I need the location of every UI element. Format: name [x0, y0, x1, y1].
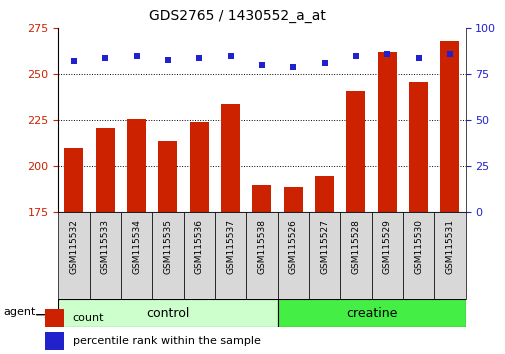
Point — [351, 53, 359, 59]
Bar — [215, 212, 246, 299]
Text: creatine: creatine — [345, 307, 396, 320]
Bar — [189, 122, 208, 212]
Text: GSM115537: GSM115537 — [226, 219, 234, 274]
Text: GSM115529: GSM115529 — [382, 219, 391, 274]
Bar — [346, 91, 365, 212]
Point — [445, 51, 453, 57]
Point — [226, 53, 234, 59]
Bar — [45, 309, 64, 327]
Text: GSM115536: GSM115536 — [194, 219, 204, 274]
Bar — [121, 212, 152, 299]
Bar — [246, 212, 277, 299]
Bar — [45, 332, 64, 350]
Bar — [308, 212, 339, 299]
Point — [414, 55, 422, 61]
Bar — [283, 187, 302, 212]
Text: GSM115538: GSM115538 — [257, 219, 266, 274]
Bar — [89, 212, 121, 299]
Point — [258, 62, 266, 68]
Bar — [58, 299, 277, 327]
Text: control: control — [146, 307, 189, 320]
Bar — [339, 212, 371, 299]
Bar — [221, 104, 239, 212]
Bar — [58, 212, 89, 299]
Bar — [315, 176, 333, 212]
Point — [382, 51, 390, 57]
Text: percentile rank within the sample: percentile rank within the sample — [73, 336, 260, 346]
Bar — [95, 128, 114, 212]
Bar — [371, 212, 402, 299]
Point — [195, 55, 203, 61]
Bar — [377, 52, 396, 212]
Text: GDS2765 / 1430552_a_at: GDS2765 / 1430552_a_at — [149, 9, 326, 23]
Text: agent: agent — [3, 307, 35, 317]
Point — [70, 59, 78, 64]
Bar — [277, 299, 465, 327]
Text: GSM115534: GSM115534 — [132, 219, 141, 274]
Bar — [433, 212, 465, 299]
Bar — [252, 185, 271, 212]
Point — [164, 57, 172, 62]
Bar — [64, 148, 83, 212]
Bar — [127, 119, 145, 212]
Text: GSM115528: GSM115528 — [350, 219, 360, 274]
Bar — [402, 212, 433, 299]
Text: GSM115531: GSM115531 — [444, 219, 453, 274]
Text: GSM115526: GSM115526 — [288, 219, 297, 274]
Bar — [409, 82, 427, 212]
Bar — [183, 212, 215, 299]
Point — [101, 55, 109, 61]
Text: GSM115533: GSM115533 — [100, 219, 110, 274]
Text: count: count — [73, 313, 104, 323]
Text: GSM115527: GSM115527 — [319, 219, 328, 274]
Text: GSM115532: GSM115532 — [69, 219, 78, 274]
Text: GSM115535: GSM115535 — [163, 219, 172, 274]
Point — [320, 61, 328, 66]
Text: GSM115530: GSM115530 — [413, 219, 422, 274]
Bar — [277, 212, 308, 299]
Point — [288, 64, 296, 70]
Bar — [158, 141, 177, 212]
Bar — [152, 212, 183, 299]
Bar — [439, 41, 459, 212]
Point — [132, 53, 140, 59]
